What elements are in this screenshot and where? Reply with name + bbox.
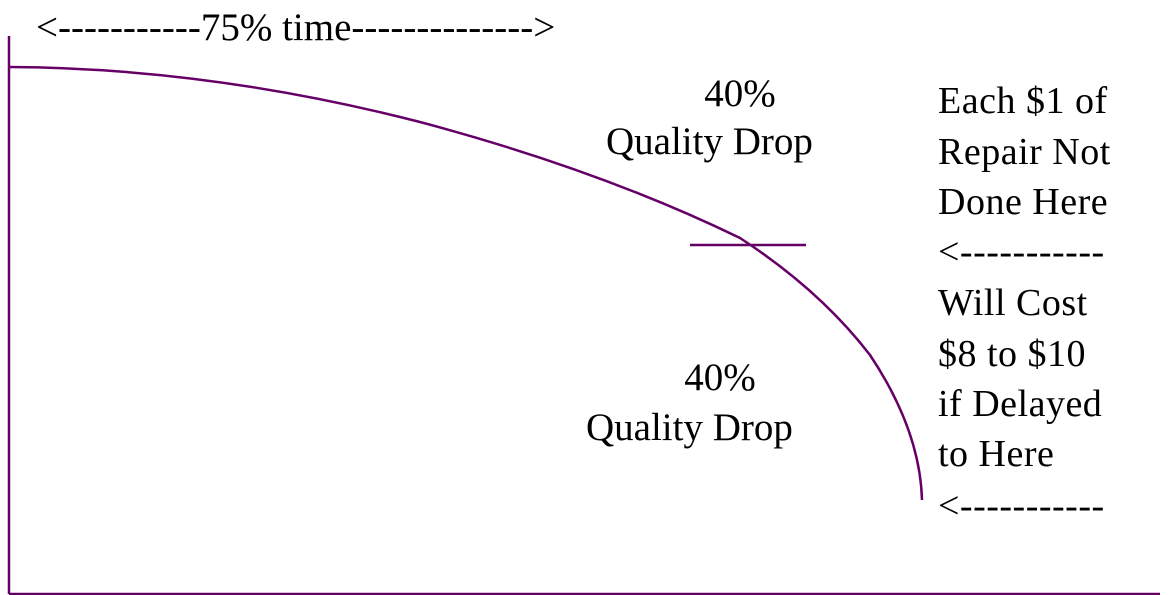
note-line-1: Each $1 of	[938, 80, 1108, 122]
time-span-label: <-----------75% time-------------->	[36, 6, 556, 49]
note-line-3: Done Here	[938, 181, 1109, 223]
note-line-6: if Delayed	[938, 383, 1103, 425]
quality-decline-curve	[8, 65, 924, 501]
note-line-5: $8 to $10	[938, 333, 1087, 375]
lower-zone-percent: 40%	[684, 356, 756, 399]
upper-zone-percent: 40%	[704, 72, 776, 115]
note-line-4: Will Cost	[938, 282, 1088, 324]
note-arrow-lower: <-----------	[938, 485, 1105, 527]
note-line-7: to Here	[938, 433, 1055, 475]
upper-zone-caption: Quality Drop	[606, 120, 813, 163]
note-line-2: Repair Not	[938, 131, 1111, 173]
lower-zone-caption: Quality Drop	[586, 406, 793, 449]
note-arrow-upper: <-----------	[938, 231, 1105, 273]
